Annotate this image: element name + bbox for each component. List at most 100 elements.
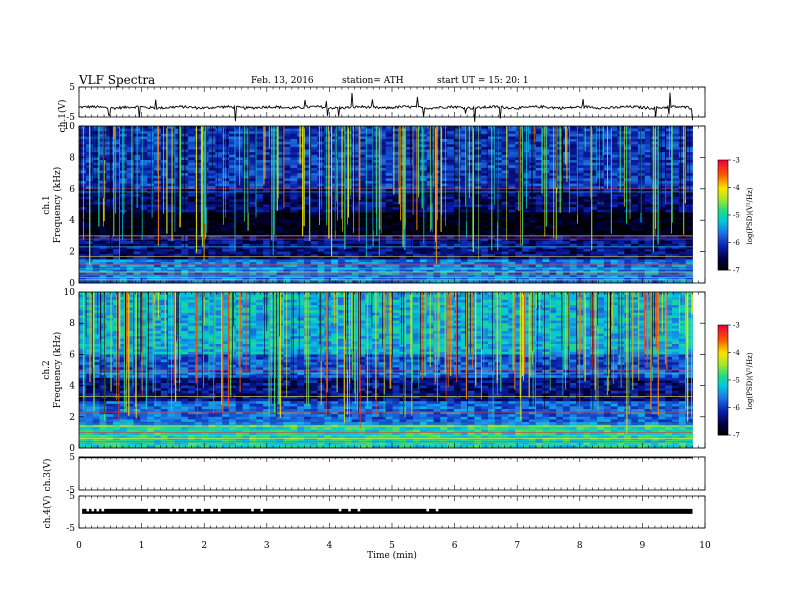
ch1-spectrogram-cell — [126, 196, 134, 200]
ch1-spectrogram-cell — [603, 233, 612, 237]
ch1-spectrogram-cell — [378, 146, 387, 150]
ch1-spectrogram-cell — [160, 194, 169, 198]
ch1-spectrogram-cell — [256, 196, 264, 200]
ch1-spectrogram-cell — [297, 194, 305, 198]
ch1-spectrogram-cell — [549, 128, 557, 132]
ch1-spectrogram-cell — [631, 259, 639, 263]
ch1-spectrogram-cell — [467, 146, 475, 150]
ch1-spectrogram-cell — [119, 233, 128, 237]
ch1-spectrogram-cell — [283, 194, 291, 198]
ch1-spectrogram-cell — [385, 243, 393, 247]
ch1-spectrogram-cell — [324, 183, 332, 187]
ch1-spectrogram-cell — [160, 154, 169, 158]
ch1-spectrogram-cell — [556, 225, 564, 229]
ch1-spectrogram-cell — [228, 160, 237, 164]
ch1-spectrogram-cell — [208, 220, 216, 224]
ch1-spectrogram-cell — [324, 228, 332, 232]
ch1-spectrogram-cell — [215, 209, 223, 213]
ch1-spectrogram-cell — [426, 256, 434, 260]
ch1-spectrogram-cell — [665, 201, 673, 205]
ch1-spectrogram-cell — [658, 167, 666, 171]
ch1-spectrogram-cell — [583, 217, 591, 221]
ch1-spectrogram-cell — [508, 201, 516, 205]
ch1-spectrogram-cell — [160, 214, 169, 218]
ch1-spectrogram-cell — [297, 191, 305, 195]
ch1-spectrogram-cell — [508, 136, 516, 140]
ch1-spectrogram-cell — [378, 220, 387, 224]
ch1-spectrogram-cell — [685, 228, 693, 232]
ch1-spectrogram-cell — [658, 128, 666, 132]
ch1-spectrogram-cell — [372, 246, 380, 250]
ch1-spectrogram-cell — [208, 146, 216, 150]
ch1-spectrogram-cell — [317, 225, 325, 229]
ch1-spectrogram-cell — [385, 139, 393, 143]
ch1-spectrogram-cell — [576, 180, 584, 184]
ch1-spectrogram-cell — [228, 170, 237, 174]
ch1-spectrogram-cell — [406, 199, 414, 203]
ch1-spectrogram-cell — [562, 186, 571, 190]
ch1-spectrogram-cell — [440, 136, 448, 140]
ch1-spectrogram-cell — [263, 167, 271, 171]
ch1-spectrogram-cell — [194, 217, 203, 221]
ch1-spectrogram-cell — [351, 160, 359, 164]
ch1-spectrogram-cell — [194, 212, 203, 216]
ch1-spectrogram-cell — [610, 149, 618, 153]
ch1-spectrogram-cell — [153, 180, 162, 184]
ch1-spectrogram-cell — [481, 217, 489, 221]
ch1-spectrogram-cell — [658, 186, 666, 190]
ch1-spectrogram-cell — [494, 248, 503, 252]
ch1-spectrogram-cell — [153, 241, 162, 245]
ch1-spectrogram-cell — [481, 256, 489, 260]
ch1-spectrogram-cell — [617, 165, 625, 169]
ch1-spectrogram-cell — [133, 248, 141, 252]
ch1-spectrogram-cell — [474, 188, 482, 192]
ch1-spectrogram-cell — [542, 248, 550, 252]
ch1-spectrogram-cell — [79, 248, 87, 252]
ch1-spectrogram-cell — [365, 180, 373, 184]
ch1-spectrogram-cell — [160, 209, 169, 213]
ch1-spectrogram-cell — [358, 128, 366, 132]
ch1-spectrogram-cell — [549, 241, 557, 245]
ch1-spectrogram-cell — [208, 222, 216, 226]
ch1-spectrogram-cell — [453, 188, 462, 192]
ch1-spectrogram-cell — [569, 133, 577, 137]
ch1-spectrogram-cell — [385, 238, 393, 242]
ch1-spectrogram-cell — [385, 228, 393, 232]
ch1-spectrogram-cell — [167, 144, 175, 148]
ch1-spectrogram-cell — [126, 183, 134, 187]
ch1-spectrogram-cell — [440, 128, 448, 132]
ch1-spectrogram-cell — [372, 233, 380, 237]
ch1-spectrogram-cell — [106, 167, 114, 171]
ch1-spectrogram-cell — [324, 225, 332, 229]
ch1-spectrogram-cell — [215, 157, 223, 161]
ch1-spectrogram-cell — [433, 254, 441, 258]
ch1-spectrogram-cell — [535, 233, 543, 237]
ch1-spectrogram-cell — [665, 217, 673, 221]
ch1-spectrogram-cell — [603, 214, 612, 218]
ch1-spectrogram-cell — [603, 235, 612, 239]
ch1-spectrogram-cell — [79, 191, 87, 195]
ch1-spectrogram-cell — [406, 170, 414, 174]
ch1-spectrogram-cell — [501, 246, 509, 250]
ch1-spectrogram-cell — [590, 136, 598, 140]
ch1-spectrogram-cell — [651, 251, 659, 255]
ch1-spectrogram-cell — [556, 259, 564, 263]
ch1-spectrogram-cell — [658, 209, 666, 213]
ch1-spectrogram-cell — [481, 248, 489, 252]
ch1-spectrogram-cell — [453, 246, 462, 250]
ch1-spectrogram-cell — [385, 133, 393, 137]
ch1-spectrogram-cell — [610, 188, 618, 192]
ch1-spectrogram-cell — [106, 256, 114, 260]
ch1-spectrogram-cell — [624, 207, 632, 211]
ch1-spectrogram-cell — [263, 194, 271, 198]
ch1-spectrogram-cell — [569, 241, 577, 245]
ch1-spectrogram-cell — [447, 220, 455, 224]
ch1-spectrogram-cell — [583, 146, 591, 150]
ch1-spectrogram-cell — [508, 256, 516, 260]
ch1-spectrogram-cell — [665, 167, 673, 171]
ch1-spectrogram-cell — [413, 246, 421, 250]
ch1-spectrogram-cell — [460, 259, 468, 263]
ch1-spectrogram-cell — [242, 194, 250, 198]
ch1-spectrogram-cell — [433, 149, 441, 153]
ch1-spectrogram-cell — [297, 209, 305, 213]
